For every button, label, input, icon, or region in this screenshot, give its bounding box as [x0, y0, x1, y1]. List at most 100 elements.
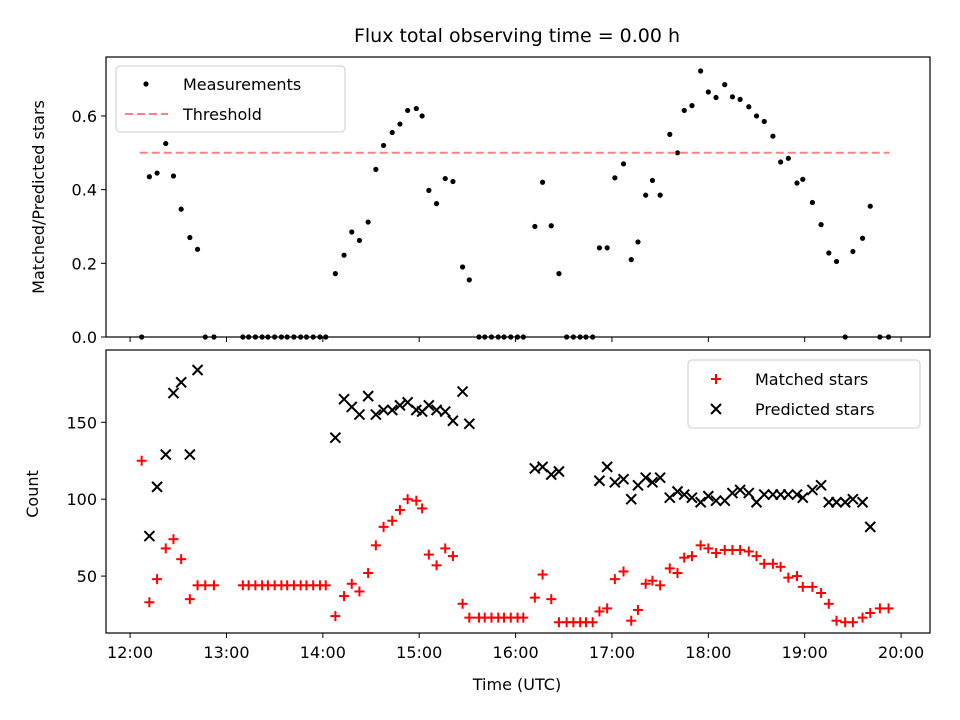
- measurement-point: [826, 250, 832, 256]
- legend-measurements-label: Measurements: [183, 75, 301, 94]
- predicted-stars-point: [839, 496, 851, 508]
- matched-stars-point: [546, 594, 557, 605]
- measurement-point: [867, 203, 873, 209]
- matched-stars-point: [320, 580, 331, 591]
- predicted-stars-point: [678, 488, 690, 501]
- measurement-point: [413, 105, 419, 112]
- matched-stars-point: [632, 604, 643, 615]
- matched-stars-point: [370, 540, 381, 551]
- measurement-point: [380, 142, 387, 149]
- top-axes: 0.0 0.2 0.4 0.6: [72, 107, 902, 347]
- matched-stars-point: [537, 569, 548, 580]
- matched-stars-point: [200, 580, 211, 591]
- measurement-point: [356, 237, 363, 244]
- predicted-stars-point: [423, 399, 435, 412]
- matched-stars-point: [394, 504, 405, 515]
- predicted-stars-point: [601, 461, 613, 473]
- measurement-point: [753, 113, 760, 119]
- predicted-stars-point: [806, 484, 819, 496]
- predicted-stars-point: [625, 493, 637, 505]
- measurement-point: [657, 192, 663, 198]
- matched-stars-point: [176, 554, 187, 565]
- matched-stars-point: [640, 578, 651, 589]
- measurement-point: [154, 170, 160, 176]
- matched-stars-point: [831, 615, 842, 626]
- predicted-stars-point: [710, 495, 722, 507]
- legend-predicted-marker: [710, 403, 722, 415]
- measurement-point: [722, 82, 728, 88]
- measurement-point: [770, 133, 776, 139]
- predicted-stars-point: [353, 408, 366, 421]
- matched-stars-point: [695, 540, 706, 551]
- predicted-stars-point: [593, 475, 606, 487]
- top-plot-frame: [105, 56, 931, 338]
- measurement-point: [194, 246, 201, 252]
- matched-stars-point: [339, 591, 350, 602]
- predicted-stars-point: [160, 448, 172, 461]
- predicted-stars-point: [175, 376, 187, 389]
- matched-stars-point: [447, 551, 458, 562]
- matched-stars-point: [144, 597, 155, 608]
- chart-title: Flux total observing time = 0.00 h: [354, 25, 680, 47]
- measurement-point: [459, 264, 466, 270]
- measurement-point: [649, 177, 656, 184]
- bottom-plot-frame: [105, 349, 931, 634]
- matched-stars-point: [751, 551, 762, 562]
- matched-stars-point: [618, 566, 629, 577]
- measurement-point: [548, 223, 554, 229]
- matched-stars-point: [431, 560, 442, 571]
- matched-stars-point: [792, 571, 803, 582]
- matched-stars-point: [679, 552, 690, 563]
- matched-stars-point: [411, 495, 422, 506]
- measurement-point: [705, 89, 711, 95]
- matched-stars-point: [330, 611, 341, 622]
- matched-stars-point: [807, 581, 818, 592]
- predicted-stars-point: [167, 387, 180, 399]
- measurement-point: [713, 94, 719, 101]
- matched-stars-point: [378, 521, 389, 532]
- matched-stars-point: [703, 543, 714, 554]
- top-y-tick-label: 0.2: [72, 254, 97, 273]
- measurement-point: [532, 223, 538, 230]
- x-tick-label: 16:00: [493, 643, 539, 662]
- matched-stars-point: [767, 558, 778, 569]
- predicted-stars-point: [151, 481, 163, 493]
- top-data-marks: [139, 68, 892, 340]
- predicted-stars-point: [664, 491, 676, 504]
- measurement-point: [433, 201, 440, 207]
- measurement-point: [187, 234, 193, 241]
- measurement-point: [178, 206, 184, 212]
- predicted-stars-point: [639, 471, 652, 484]
- top-y-tick-label: 0.4: [72, 181, 97, 200]
- x-tick-label: 20:00: [878, 643, 924, 662]
- bottom-y-tick-label: 150: [66, 413, 97, 432]
- measurement-point: [604, 245, 610, 251]
- predicted-stars-point: [386, 404, 398, 416]
- predicted-stars-point: [726, 487, 739, 499]
- predicted-stars-point: [617, 473, 630, 485]
- predicted-stars-point: [447, 415, 459, 427]
- predicted-stars-point: [553, 465, 565, 478]
- measurement-point: [681, 107, 687, 114]
- measurement-point: [859, 235, 866, 241]
- measurement-point: [426, 187, 432, 193]
- matched-stars-point: [518, 612, 529, 623]
- predicted-stars-point: [370, 408, 382, 421]
- matched-stars-point: [464, 612, 475, 623]
- measurement-point: [850, 248, 856, 255]
- matched-stars-point: [387, 515, 398, 526]
- matched-stars-point: [529, 592, 540, 603]
- matched-stars-point: [136, 455, 147, 466]
- legend-predicted-label: Predicted stars: [755, 400, 875, 419]
- matched-stars-point: [626, 615, 637, 626]
- predicted-stars-point: [329, 431, 342, 444]
- matched-stars-point: [363, 568, 374, 579]
- matched-stars-point: [587, 617, 598, 628]
- matched-stars-point: [152, 574, 163, 585]
- x-tick-label: 12:00: [107, 643, 153, 662]
- measurement-point: [818, 222, 824, 228]
- matched-stars-point: [655, 580, 666, 591]
- top-legend-box: [115, 65, 346, 133]
- top-panel: 0.0 0.2 0.4 0.6 Matched/Predicted stars Mea…: [29, 56, 931, 347]
- predicted-stars-point: [815, 479, 827, 492]
